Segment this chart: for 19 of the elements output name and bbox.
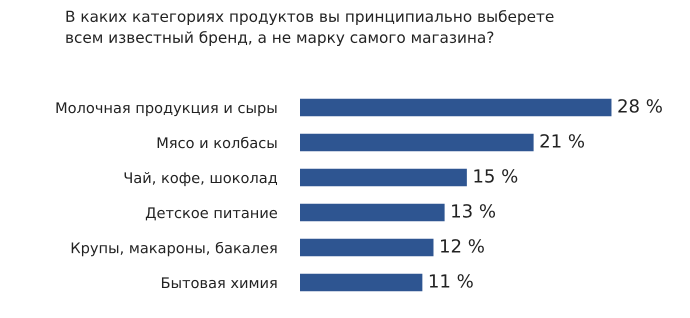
data-label: 12 %: [441, 239, 484, 253]
y-tick-label: Молочная продукция и сыры: [56, 102, 276, 116]
chart-title: В каких категориях продуктов вы принципиально выберете всем известный бренд, а не марку самого магазина?: [66, 10, 554, 46]
bar: [300, 238, 434, 256]
y-tick-label: Чай, кофе, шоколад: [124, 172, 278, 186]
y-tick-label: Мясо и колбасы: [158, 136, 276, 148]
bar: [300, 168, 467, 186]
data-label: 21 %: [540, 134, 584, 148]
bar: [300, 134, 534, 152]
bar: [300, 204, 445, 222]
y-tick-label: Крупы, макароны, бакалея: [72, 242, 277, 256]
bar: [300, 274, 422, 292]
data-label: 28 %: [618, 99, 662, 113]
bar: [300, 98, 612, 116]
data-label: 13 %: [452, 204, 496, 218]
y-tick-label: Детское питание: [146, 207, 277, 220]
y-tick-label: Бытовая химия: [162, 277, 277, 288]
data-label: 11 %: [430, 274, 473, 288]
data-label: 15 %: [474, 169, 518, 183]
